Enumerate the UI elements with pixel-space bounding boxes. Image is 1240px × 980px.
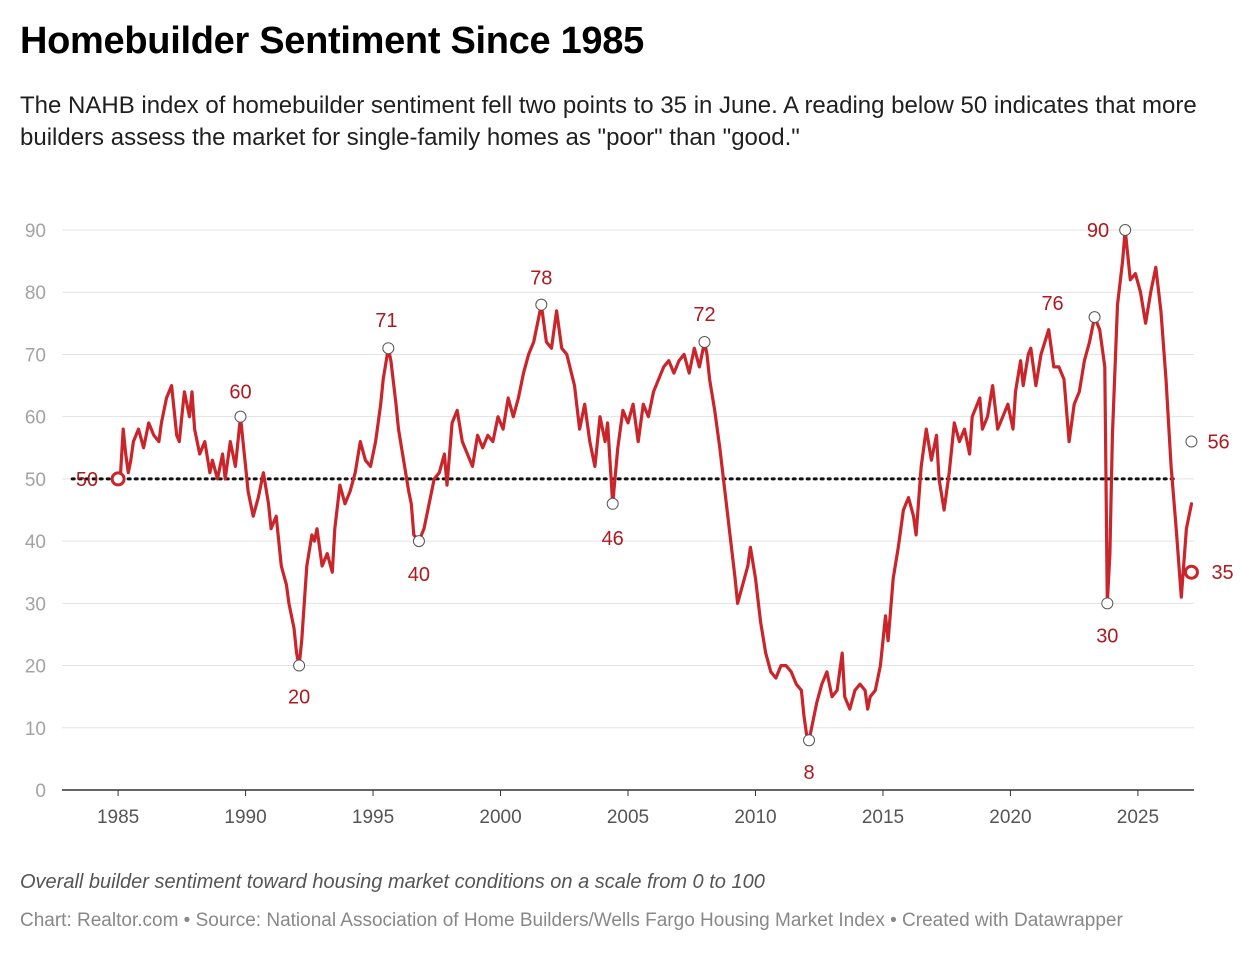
- x-axis: 1985 1990 1995 2000 2005 2010 2015 2020 2025: [97, 790, 1159, 828]
- annotation-label: 35: [1211, 562, 1233, 584]
- chart-footer: Chart: Realtor.com • Source: National As…: [20, 910, 1123, 931]
- annotation-label: 46: [602, 528, 624, 550]
- y-tick-label: 60: [25, 408, 46, 429]
- series-line: [116, 228, 1194, 742]
- annotation-marker: [606, 497, 619, 510]
- annotation-marker: [110, 471, 126, 487]
- y-axis: 0 10 20 30 40 50 60 70 80 90: [25, 221, 46, 802]
- annotation-marker: [803, 734, 816, 747]
- y-tick-label: 10: [25, 719, 46, 740]
- annotation-label: 56: [1207, 432, 1229, 454]
- annotation-marker: [234, 410, 247, 423]
- annotation-label: 71: [375, 310, 397, 332]
- annotation-label: 78: [530, 268, 552, 290]
- x-tick-label: 2010: [734, 807, 776, 828]
- annotation-label: 20: [288, 687, 310, 709]
- annotation-marker: [1088, 311, 1101, 324]
- annotation-label: 76: [1041, 293, 1063, 315]
- y-tick-label: 90: [25, 221, 46, 242]
- annotation-marker: [293, 659, 306, 672]
- annotation-label: 40: [408, 564, 430, 586]
- x-tick-label: 2005: [607, 807, 649, 828]
- y-tick-label: 40: [25, 532, 46, 553]
- annotation-marker: [1183, 564, 1199, 580]
- y-tick-label: 70: [25, 345, 46, 366]
- x-tick-label: 2000: [479, 807, 521, 828]
- y-tick-label: 20: [25, 657, 46, 678]
- annotation-marker: [1101, 597, 1114, 610]
- chart-subtitle: The NAHB index of homebuilder sentiment …: [20, 92, 1197, 151]
- y-tick-label: 50: [25, 470, 46, 491]
- x-tick-label: 2025: [1117, 807, 1159, 828]
- chart-title: Homebuilder Sentiment Since 1985: [20, 20, 644, 62]
- annotation-marker: [698, 336, 711, 348]
- y-tick-label: 30: [25, 594, 46, 615]
- x-tick-label: 2015: [862, 807, 904, 828]
- chart-notes: Overall builder sentiment toward housing…: [20, 871, 765, 893]
- annotation-marker: [1119, 224, 1132, 236]
- line-chart: 0 10 20 30 40 50 60 70 80 90 1985 1990 1995 2000 2005…: [25, 220, 1234, 828]
- annotation-label: 30: [1096, 625, 1118, 647]
- annotation-marker: [1185, 435, 1198, 448]
- annotation-label: 90: [1087, 220, 1109, 242]
- y-tick-label: 0: [35, 781, 46, 802]
- x-tick-label: 2020: [989, 807, 1031, 828]
- y-tick-label: 80: [25, 283, 46, 304]
- x-tick-label: 1995: [352, 807, 394, 828]
- x-tick-label: 1985: [97, 807, 139, 828]
- annotation-label: 60: [229, 382, 251, 404]
- annotation-marker: [535, 298, 548, 311]
- annotation-marker: [412, 535, 425, 548]
- annotation-marker: [382, 342, 395, 355]
- annotation-label: 50: [76, 469, 98, 491]
- x-tick-label: 1990: [224, 807, 266, 828]
- annotation-label: 72: [693, 304, 715, 326]
- annotations: 50 60 20 71 40 78 46 72 8 76 30 90 56 35: [76, 220, 1234, 784]
- annotation-label: 8: [803, 762, 814, 784]
